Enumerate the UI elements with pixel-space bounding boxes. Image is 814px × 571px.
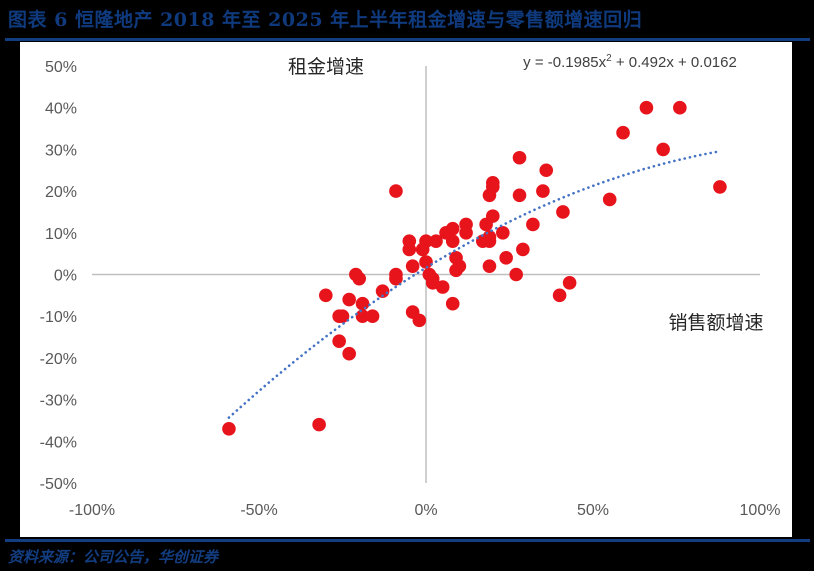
x-axis-title: 销售额增速 [668,312,763,334]
data-point [512,188,527,203]
data-point [412,313,427,328]
data-point [562,276,577,290]
y-tick-label: -30% [40,393,77,410]
data-point [602,192,617,207]
data-point [445,234,460,248]
data-point [616,125,630,140]
data-point [482,259,497,273]
x-tick-label: 0% [414,502,437,519]
x-tick-label: -100% [69,502,115,519]
source-note: 资料来源：公司公告，华创证券 [8,548,219,566]
data-point [419,234,433,248]
y-tick-label: 40% [45,101,77,118]
data-point [512,150,527,165]
trendline-equation: y = -0.1985x2 + 0.492x + 0.0162 [523,53,737,71]
data-point [342,346,356,361]
figure-title: 图表 6 恒隆地产 2018 年至 2025 年上半年租金增速与零售额增速回归 [8,9,643,31]
y-axis-ticks: 50% 40% 30% 20% 10% 0% -10% -20% -30% -40% -50% [40,59,77,493]
data-point [445,296,460,311]
data-point [509,267,523,282]
y-tick-label: -40% [40,434,77,451]
y-tick-label: 50% [45,59,77,76]
data-point [516,242,530,257]
x-tick-label: -50% [240,502,277,519]
data-point [552,288,567,303]
data-point [445,221,460,236]
data-point [713,180,727,194]
y-tick-label: 10% [45,226,77,243]
data-point [312,417,326,432]
data-point [375,284,390,298]
x-tick-label: 100% [740,502,781,519]
chart-area [20,42,792,537]
data-point [402,242,417,257]
data-point [405,259,420,273]
data-point [486,209,500,223]
data-point [435,280,450,294]
data-point [539,163,554,178]
data-point [499,251,513,265]
data-point [482,234,497,248]
y-tick-label: -50% [40,476,77,493]
x-tick-label: 50% [577,502,609,519]
data-point [656,142,670,157]
source-rule [5,539,810,542]
data-point [389,184,403,198]
data-point [365,309,380,324]
x-axis-ticks: -100% -50% 0% 50% 100% [69,502,781,519]
data-point [319,288,333,303]
y-tick-label: 30% [45,142,77,159]
data-point [452,259,467,273]
data-point [222,421,236,436]
data-point [639,100,654,115]
data-point [536,184,550,198]
data-point [486,175,500,190]
trendline [227,150,722,419]
data-point [389,271,403,286]
data-point [335,309,350,324]
data-point [419,255,433,269]
data-point [556,205,570,219]
data-point [429,234,443,248]
data-point [673,100,687,115]
data-point [342,292,356,307]
data-point [352,271,367,286]
y-tick-label: 0% [54,268,77,285]
y-axis-title: 租金增速 [288,56,364,78]
y-tick-label: -20% [40,351,77,368]
data-point [355,309,370,324]
data-point [355,296,370,311]
y-tick-label: -10% [40,309,77,326]
data-points [222,100,727,436]
data-point [459,226,473,240]
y-tick-label: 20% [45,184,77,201]
title-rule [5,38,810,41]
data-point [332,334,346,349]
data-point [526,217,540,232]
data-point [496,226,510,240]
